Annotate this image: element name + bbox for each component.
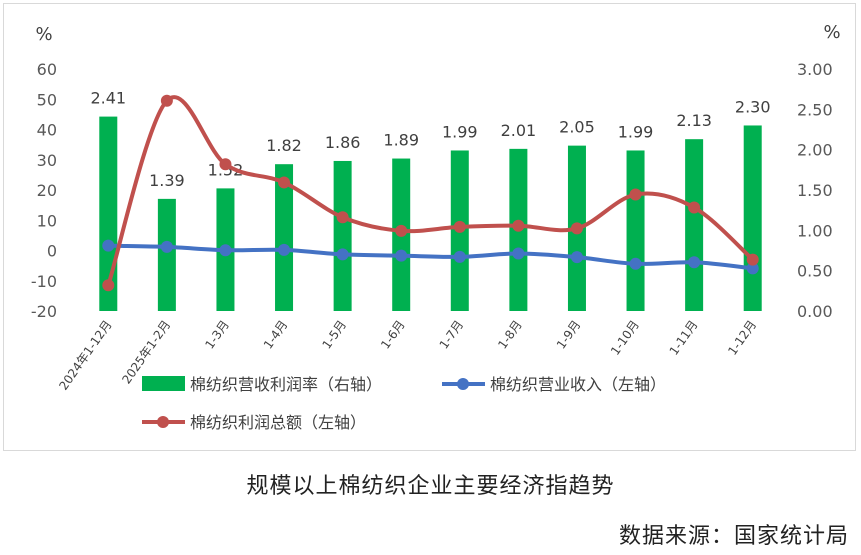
profit-point — [512, 219, 525, 232]
profit-margin-bar — [275, 164, 294, 311]
revenue-point — [453, 250, 466, 263]
left-axis-tick: 60 — [37, 60, 57, 79]
legend-marker-revenue — [457, 378, 469, 390]
bar-data-label: 1.99 — [618, 122, 654, 141]
right-axis-tick: 1.00 — [797, 221, 833, 240]
legend-label-profit: 棉纺织利润总额（左轴） — [190, 413, 366, 432]
bar-data-label: 1.86 — [325, 133, 361, 152]
x-axis-tick: 1-12月 — [725, 318, 759, 358]
bar-data-label: 2.30 — [735, 97, 771, 116]
chart-caption: 规模以上棉纺织企业主要经济指趋势 — [246, 474, 615, 499]
data-source-note: 数据来源：国家统计局 — [618, 524, 849, 549]
bar-data-label: 1.99 — [442, 122, 478, 141]
profit-point — [453, 220, 466, 233]
bar-data-label: 1.82 — [266, 136, 302, 155]
bar-data-label: 2.13 — [676, 111, 712, 130]
right-axis-tick: 0.50 — [797, 262, 833, 281]
x-axis-tick: 1-3月 — [202, 318, 232, 352]
x-axis-tick: 1-8月 — [495, 318, 525, 352]
right-axis-tick: 2.00 — [797, 141, 833, 160]
revenue-point — [570, 251, 583, 264]
x-axis-tick: 1-11月 — [667, 318, 701, 358]
x-axis-tick: 1-7月 — [437, 318, 467, 352]
revenue-point — [512, 247, 525, 260]
profit-point — [570, 222, 583, 235]
profit-point — [395, 224, 408, 237]
legend-label-margin: 棉纺织营收利润率（右轴） — [190, 375, 382, 394]
profit-point — [102, 279, 115, 292]
revenue-point — [219, 244, 232, 257]
left-axis-tick: 20 — [37, 181, 57, 200]
x-axis-tick: 1-9月 — [554, 318, 584, 352]
revenue-point — [278, 243, 291, 256]
profit-point — [160, 94, 173, 107]
bar-data-label: 2.41 — [90, 89, 126, 108]
profit-margin-bar — [333, 160, 352, 311]
profit-margin-bar — [743, 125, 762, 311]
legend-swatch-margin — [142, 376, 185, 391]
profit-point — [688, 201, 701, 214]
profit-margin-bar — [626, 150, 645, 311]
revenue-point — [160, 240, 173, 253]
legend-marker-profit — [157, 416, 169, 428]
left-axis-tick: 0 — [47, 242, 57, 261]
bar-data-label: 2.05 — [559, 118, 595, 137]
profit-point — [746, 253, 759, 266]
revenue-point — [336, 248, 349, 261]
legend-label-revenue: 棉纺织营业收入（左轴） — [490, 375, 666, 394]
revenue-point — [395, 249, 408, 262]
x-axis-tick: 1-5月 — [319, 318, 349, 352]
revenue-line — [106, 243, 755, 271]
bar-data-label: 1.39 — [149, 171, 185, 190]
profit-point — [278, 176, 291, 189]
right-axis-tick: 3.00 — [797, 60, 833, 79]
bar-data-label: 2.01 — [501, 121, 537, 140]
revenue-point — [102, 239, 115, 252]
revenue-point — [688, 256, 701, 269]
right-axis-unit: % — [823, 22, 840, 43]
left-axis-tick: 30 — [37, 151, 57, 170]
chart-frame: %% -20 -10 0 10 20 30 40 50 60 0.00 0.50 1.00 1.50 2.0… — [3, 3, 856, 451]
x-axis-tick: 1-6月 — [378, 318, 408, 352]
profit-point — [219, 158, 232, 171]
x-axis-tick: 2024年1-12月 — [56, 318, 114, 393]
left-axis-unit: % — [35, 24, 52, 45]
left-axis-tick: 50 — [37, 90, 57, 109]
right-axis-tick: 2.50 — [797, 100, 833, 119]
x-axis-tick: 1-4月 — [261, 318, 291, 352]
profit-point — [336, 211, 349, 224]
x-axis-tick: 1-10月 — [608, 318, 642, 358]
bar-data-label: 1.89 — [383, 131, 419, 150]
right-axis-tick: 1.50 — [797, 181, 833, 200]
revenue-point — [629, 257, 642, 270]
left-axis-tick: 40 — [37, 121, 57, 140]
left-axis-tick: -10 — [31, 272, 57, 291]
profit-point — [629, 188, 642, 201]
right-axis-tick: 0.00 — [797, 302, 833, 321]
profit-margin-bar — [157, 198, 176, 311]
combo-chart: % % -20 -10 0 10 20 30 40 50 60 0.00 0.50 1.00 1.50 2.0… — [31, 22, 841, 432]
profit-margin-bar — [685, 139, 704, 311]
left-axis-tick: 10 — [37, 211, 57, 230]
left-axis-tick: -20 — [31, 302, 57, 321]
revenue-point — [746, 262, 759, 275]
